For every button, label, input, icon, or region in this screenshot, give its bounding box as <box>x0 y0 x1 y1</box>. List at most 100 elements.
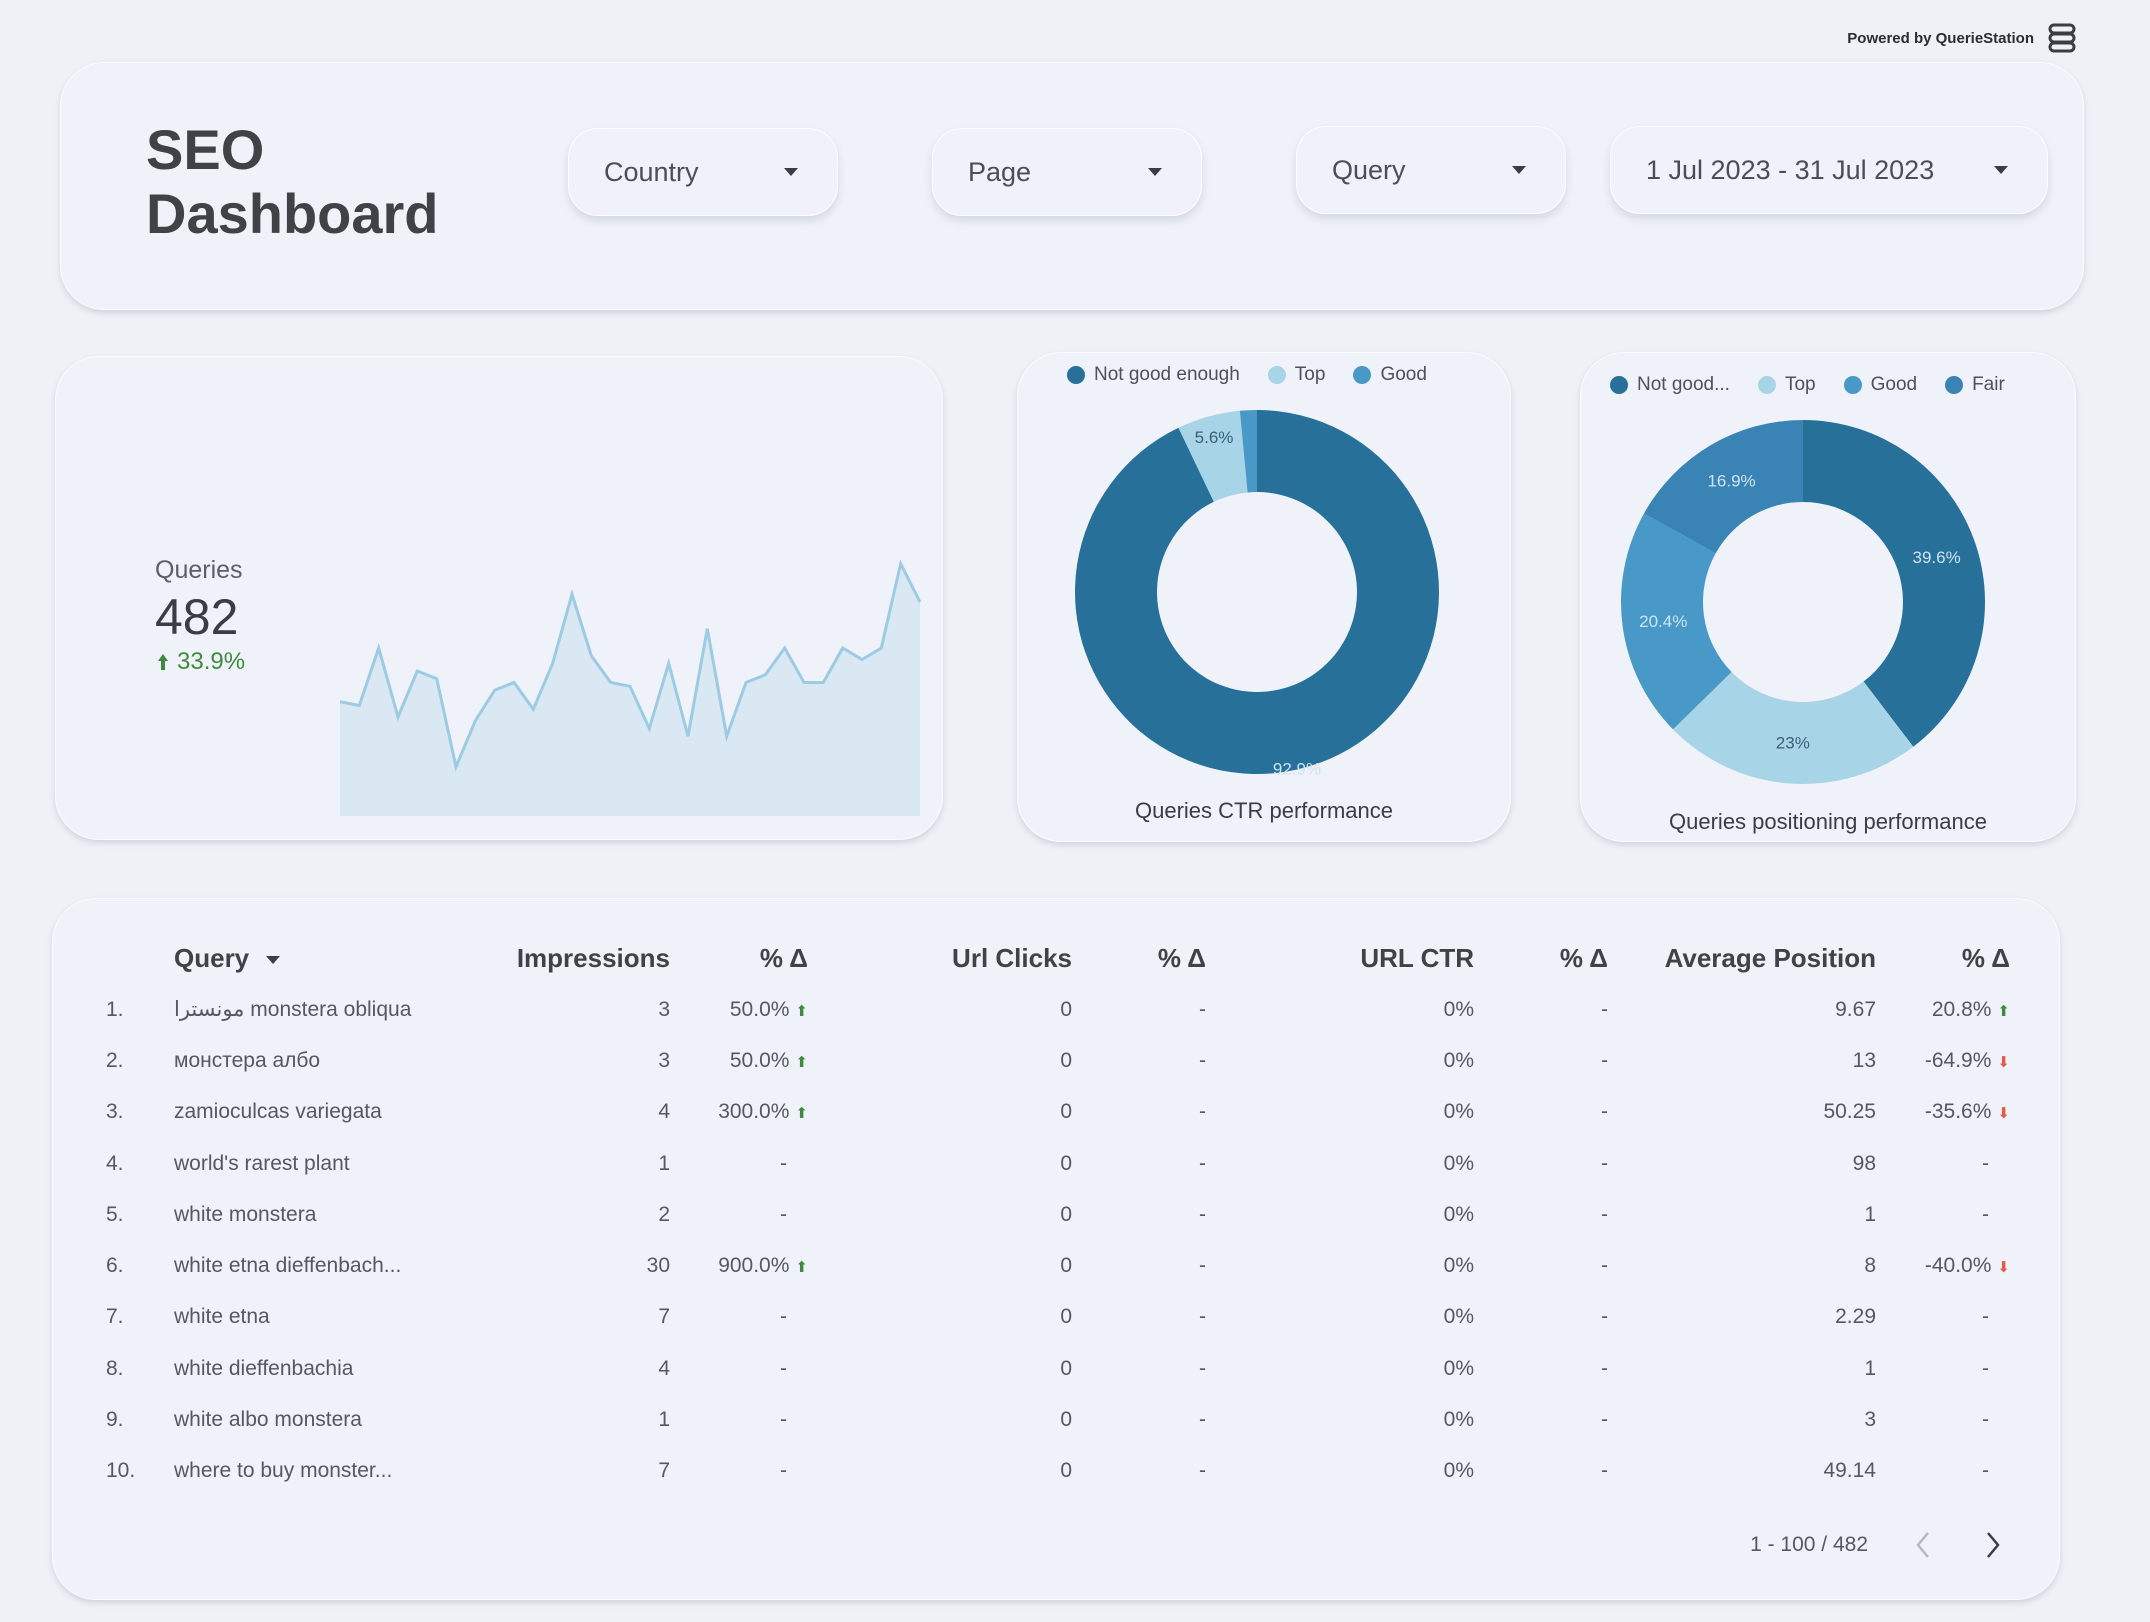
position-delta-cell: - <box>1982 1305 1989 1329</box>
donut-slice[interactable] <box>1621 513 1732 730</box>
impressions-cell: 7 <box>658 1459 670 1483</box>
legend-item[interactable]: Top <box>1757 374 1816 396</box>
table-row[interactable]: 7. white etna 7 - 0 - 0% - 2.29 - <box>92 1292 2010 1343</box>
row-index: 7. <box>106 1305 124 1329</box>
table-row[interactable]: 8. white dieffenbachia 4 - 0 - 0% - 1 - <box>92 1343 2010 1394</box>
arrow-up-icon: ⬆ <box>795 1053 808 1071</box>
donut-slice-label: 23% <box>1776 734 1810 753</box>
legend-item[interactable]: Not good... <box>1610 374 1730 396</box>
ctr-cell: 0% <box>1443 1408 1474 1432</box>
ctr-cell: 0% <box>1443 1305 1474 1329</box>
ctr-delta-cell: - <box>1601 1100 1608 1124</box>
ctr-cell: 0% <box>1443 1048 1474 1072</box>
donut-slice-label: 39.6% <box>1912 548 1960 567</box>
legend-item[interactable]: Fair <box>1945 374 2005 396</box>
donut-slice[interactable] <box>1178 410 1248 502</box>
legend-item[interactable]: Not good enough <box>1067 364 1240 386</box>
date-range-label: 1 Jul 2023 - 31 Jul 2023 <box>1646 154 1935 185</box>
legend-item[interactable]: Good <box>1843 374 1917 396</box>
ctr-cell: 0% <box>1443 1100 1474 1124</box>
arrow-down-icon: ⬇ <box>1997 1105 2010 1123</box>
query-filter-label: Query <box>1332 154 1406 185</box>
row-index: 6. <box>106 1254 124 1278</box>
query-cell: white albo monstera <box>174 1408 362 1432</box>
clicks-delta-cell: - <box>1199 1100 1206 1124</box>
kpi-change: 33.9% <box>157 648 245 676</box>
legend-item[interactable]: Good <box>1353 364 1427 386</box>
query-cell: white etna dieffenbach... <box>174 1254 402 1278</box>
arrow-up-icon: ⬆ <box>795 1105 808 1123</box>
position-cell: 98 <box>1852 1151 1876 1175</box>
page-filter[interactable]: Page <box>932 128 1202 216</box>
clicks-delta-cell: - <box>1199 997 1206 1021</box>
donut-slice[interactable] <box>1672 671 1914 784</box>
position-delta-header[interactable]: % Δ <box>1961 942 2010 973</box>
country-filter[interactable]: Country <box>568 128 838 216</box>
page-title: SEO Dashboard <box>146 118 439 246</box>
queries-table: Query Impressions % Δ Url Clicks % Δ URL… <box>92 932 2010 1497</box>
ctr-delta-header[interactable]: % Δ <box>1559 942 1608 973</box>
kpi-value: 482 <box>155 589 239 645</box>
clicks-cell: 0 <box>1060 1408 1072 1432</box>
clicks-delta-cell: - <box>1199 1202 1206 1226</box>
clicks-cell: 0 <box>1060 1305 1072 1329</box>
date-range-filter[interactable]: 1 Jul 2023 - 31 Jul 2023 <box>1610 126 2048 214</box>
position-delta-cell: -64.9% ⬇ <box>1924 1048 2010 1072</box>
arrow-down-icon: ⬇ <box>1997 1259 2010 1277</box>
clicks-cell: 0 <box>1060 1100 1072 1124</box>
ctr-legend: Not good enough Top Good <box>1067 364 1427 386</box>
row-index: 2. <box>106 1048 124 1072</box>
legend-label: Top <box>1784 374 1816 395</box>
impressions-delta-header[interactable]: % Δ <box>759 942 808 973</box>
table-row[interactable]: 10. where to buy monster... 7 - 0 - 0% - 49.14 - <box>92 1446 2010 1497</box>
ctr-delta-cell: - <box>1601 1254 1608 1278</box>
impressions-header[interactable]: Impressions <box>516 942 670 973</box>
powered-by: Powered by QuerieStation <box>1847 22 2078 54</box>
table-row[interactable]: 2. монстера албо 3 50.0% ⬆ 0 - 0% - 13 -64.9% ⬇ <box>92 1035 2010 1086</box>
clicks-cell: 0 <box>1060 1356 1072 1380</box>
ctr-header[interactable]: URL CTR <box>1360 942 1474 973</box>
table-row[interactable]: 4. world's rarest plant 1 - 0 - 0% - 98 - <box>92 1138 2010 1189</box>
legend-item[interactable]: Top <box>1267 364 1325 386</box>
row-index: 9. <box>106 1408 124 1432</box>
query-filter[interactable]: Query <box>1296 126 1566 214</box>
clicks-delta-cell: - <box>1199 1356 1206 1380</box>
clicks-cell: 0 <box>1060 1202 1072 1226</box>
row-index: 4. <box>106 1151 124 1175</box>
partial-row <box>102 1502 2022 1518</box>
impressions-delta-cell: - <box>780 1202 787 1226</box>
donut-slice[interactable] <box>1643 420 1803 554</box>
table-row[interactable]: 9. white albo monstera 1 - 0 - 0% - 3 - <box>92 1394 2010 1445</box>
impressions-delta-cell: 300.0% ⬆ <box>718 1100 808 1124</box>
ctr-cell: 0% <box>1443 997 1474 1021</box>
clicks-header[interactable]: Url Clicks <box>952 942 1072 973</box>
page-filter-label: Page <box>968 156 1032 187</box>
clicks-delta-cell: - <box>1199 1459 1206 1483</box>
queries-scorecard: Queries 482 33.9% <box>55 356 943 840</box>
ctr-cell: 0% <box>1443 1459 1474 1483</box>
impressions-delta-cell: - <box>780 1408 787 1432</box>
ctr-delta-cell: - <box>1601 1408 1608 1432</box>
position-header[interactable]: Average Position <box>1664 942 1876 973</box>
donut-slice[interactable] <box>1075 410 1439 774</box>
table-row[interactable]: 1. مونسترا monstera obliqua 3 50.0% ⬆ 0 - 0% - 9.… <box>92 984 2010 1035</box>
table-row[interactable]: 5. white monstera 2 - 0 - 0% - 1 - <box>92 1189 2010 1240</box>
impressions-delta-cell: - <box>780 1459 787 1483</box>
ctr-delta-cell: - <box>1601 1459 1608 1483</box>
clicks-delta-header[interactable]: % Δ <box>1157 942 1206 973</box>
prev-page-button[interactable] <box>1908 1530 1938 1560</box>
table-row[interactable]: 3. zamioculcas variegata 4 300.0% ⬆ 0 - 0% - 50.2… <box>92 1087 2010 1138</box>
impressions-cell: 4 <box>658 1356 670 1380</box>
donut-slice-label: 20.4% <box>1639 612 1687 631</box>
donut-slice[interactable] <box>1803 420 1985 747</box>
donut-slice[interactable] <box>1239 410 1257 493</box>
position-cell: 13 <box>1852 1048 1876 1072</box>
chevron-down-icon <box>1148 168 1162 176</box>
next-page-button[interactable] <box>1978 1530 2008 1560</box>
country-filter-label: Country <box>604 156 699 187</box>
title-line-2: Dashboard <box>146 182 439 245</box>
table-row[interactable]: 6. white etna dieffenbach... 30 900.0% ⬆ 0 - 0%… <box>92 1240 2010 1291</box>
query-cell: white monstera <box>174 1202 317 1226</box>
query-column-header[interactable]: Query <box>174 932 474 984</box>
legend-label: Not good... <box>1637 374 1730 395</box>
